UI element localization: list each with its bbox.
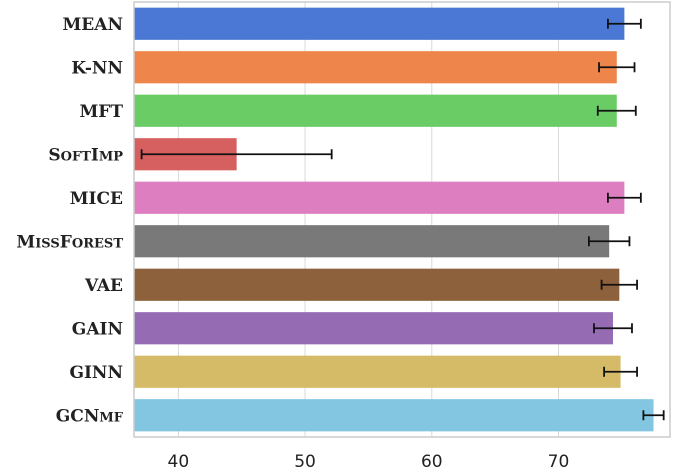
category-label-missforest: MISSFOREST — [16, 232, 123, 252]
category-label-softimp: SOFTIMP — [48, 145, 123, 165]
x-tick-70: 70 — [548, 452, 570, 472]
bars — [134, 7, 654, 432]
error-bar-ginn — [603, 366, 638, 377]
x-tick-40: 40 — [168, 452, 190, 472]
bar-ginn — [134, 355, 621, 388]
x-tick-50: 50 — [294, 452, 316, 472]
bar-mft — [134, 94, 617, 127]
category-label-mft: MFT — [79, 102, 123, 122]
error-bar-mft — [596, 105, 637, 116]
plot-frame — [133, 1, 671, 438]
error-bar-mean — [607, 18, 642, 29]
category-labels: MEAN K-NN MFT SOFTIMP MICE MISSFOREST VAE GAIN G… — [16, 15, 123, 427]
bar-gcnmf — [134, 399, 654, 432]
category-label-mean: MEAN — [62, 15, 123, 35]
error-bar-k-nn — [598, 62, 636, 73]
category-label-gcnmf: GCNMF — [56, 406, 124, 426]
error-bar-mice — [607, 192, 642, 203]
category-label-mice: MICE — [70, 189, 123, 209]
x-tick-60: 60 — [421, 452, 443, 472]
category-label-vae: VAE — [84, 276, 123, 296]
error-bars — [140, 18, 665, 421]
bar-mean — [134, 7, 625, 40]
error-bar-vae — [600, 279, 638, 290]
error-bar-missforest — [588, 236, 631, 247]
bar-k-nn — [134, 51, 617, 84]
category-label-gain: GAIN — [72, 319, 123, 339]
bar-missforest — [134, 225, 610, 258]
error-bar-softimp — [140, 149, 333, 160]
category-label-k-nn: K-NN — [71, 58, 123, 78]
category-label-ginn: GINN — [69, 363, 123, 383]
x-tick-labels: 40 50 60 70 — [168, 452, 570, 472]
bar-vae — [134, 268, 620, 301]
bar-gain — [134, 312, 613, 345]
bar-mice — [134, 181, 625, 214]
error-bar-gcnmf — [642, 410, 665, 421]
error-bar-gain — [593, 323, 633, 334]
